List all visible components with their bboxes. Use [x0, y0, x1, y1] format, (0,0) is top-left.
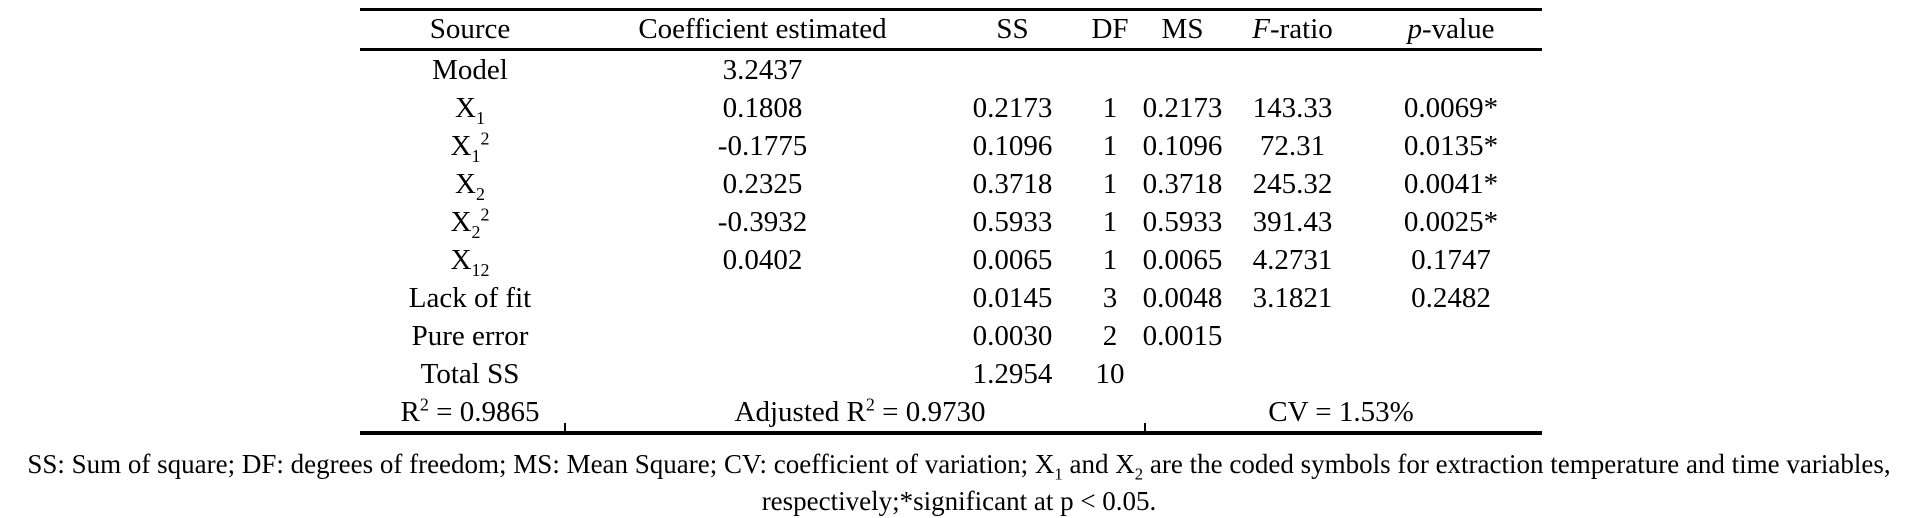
column-divider-tick [564, 423, 566, 435]
cell-p-value: 0.0069* [1403, 91, 1499, 124]
cell-f-ratio [1225, 355, 1360, 393]
table-row-x1: X1 0.1808 0.2173 1 0.2173 143.33 0.0069* [360, 89, 1542, 127]
cell-ms [1140, 355, 1225, 393]
col-header-ms: MS [1140, 8, 1225, 51]
cell-f-ratio: 245.32 [1252, 167, 1333, 200]
table-row-lack-of-fit: Lack of fit 0.0145 3 0.0048 3.1821 0.248… [360, 279, 1542, 317]
anova-table: Source Coefficient estimated SS DF MS F-… [360, 8, 1542, 435]
cell-source: Lack of fit [408, 281, 532, 314]
col-header-coefficient: Coefficient estimated [580, 8, 945, 51]
cell-ss: 0.5933 [972, 205, 1053, 238]
cell-p-value [1360, 355, 1542, 393]
cell-f-ratio [1225, 317, 1360, 355]
cell-ss: 0.3718 [972, 167, 1053, 200]
cell-ss: 0.0030 [972, 319, 1053, 352]
cell-df: 2 [1102, 319, 1118, 352]
cell-ss: 0.2173 [972, 91, 1053, 124]
cell-f-ratio: 143.33 [1252, 91, 1333, 124]
cell-p-value [1360, 317, 1542, 355]
cell-ms: 0.0015 [1142, 319, 1223, 352]
cell-ss: 0.0065 [972, 243, 1053, 276]
cell-p-value: 0.0025* [1403, 205, 1499, 238]
column-divider-tick [1144, 423, 1146, 435]
col-header-source: Source [360, 8, 580, 51]
cell-ss [945, 50, 1080, 90]
table-row-model: Model 3.2437 [360, 50, 1542, 90]
table-row-x2-squared: X22 -0.3932 0.5933 1 0.5933 391.43 0.002… [360, 203, 1542, 241]
table-row-total-ss: Total SS 1.2954 10 [360, 355, 1542, 393]
cell-p-value [1360, 50, 1542, 90]
cell-coefficient: 0.0402 [722, 243, 803, 276]
cell-coefficient: -0.1775 [717, 129, 808, 162]
cell-ms: 0.2173 [1142, 91, 1223, 124]
cell-coefficient [580, 317, 945, 355]
cell-coefficient [580, 279, 945, 317]
cell-f-ratio: 3.1821 [1252, 281, 1333, 314]
cell-coefficient: 0.2325 [722, 167, 803, 200]
summary-row: R2 = 0.9865 Adjusted R2 = 0.9730 CV = 1.… [360, 393, 1542, 435]
cell-ms: 0.3718 [1142, 167, 1223, 200]
cell-ss: 0.1096 [972, 129, 1053, 162]
cell-coefficient: -0.3932 [717, 205, 808, 238]
cell-source: Pure error [411, 319, 529, 352]
cell-df: 10 [1095, 357, 1125, 390]
cell-df [1080, 50, 1140, 90]
cell-df: 1 [1102, 167, 1118, 200]
cell-p-value: 0.2482 [1411, 281, 1491, 314]
cell-ss: 0.0145 [972, 281, 1053, 314]
cell-ms: 0.0065 [1142, 243, 1223, 276]
cell-source: X12 [450, 243, 490, 280]
cell-f-ratio: 72.31 [1259, 129, 1326, 162]
cell-df: 1 [1102, 129, 1118, 162]
cell-ms: 0.5933 [1142, 205, 1223, 238]
cell-f-ratio: 4.2731 [1252, 243, 1333, 276]
table-row-pure-error: Pure error 0.0030 2 0.0015 [360, 317, 1542, 355]
table-row-x12: X12 0.0402 0.0065 1 0.0065 4.2731 0.1747 [360, 241, 1542, 279]
cell-ms: 0.0048 [1142, 281, 1223, 314]
cell-coefficient: 3.2437 [722, 53, 803, 86]
adjusted-r2-value: Adjusted R2 = 0.9730 [580, 393, 1140, 435]
cell-source: X2 [455, 167, 485, 204]
cell-df: 1 [1102, 91, 1118, 124]
anova-table-wrap: Source Coefficient estimated SS DF MS F-… [360, 8, 1542, 435]
cell-p-value: 0.0135* [1403, 129, 1499, 162]
cv-value: CV = 1.53% [1140, 393, 1542, 435]
cell-source: X22 [450, 203, 490, 242]
cell-source: Model [432, 53, 508, 86]
cell-ms [1140, 50, 1225, 90]
col-header-p-value: p-value [1360, 8, 1542, 51]
cell-source: X12 [450, 127, 490, 166]
cell-p-value: 0.1747 [1411, 243, 1491, 276]
cell-coefficient [580, 355, 945, 393]
cell-coefficient: 0.1808 [722, 91, 803, 124]
cell-df: 3 [1102, 281, 1118, 314]
cell-source: Total SS [420, 357, 520, 390]
table-footnote: SS: Sum of square; DF: degrees of freedo… [27, 449, 1891, 516]
cell-df: 1 [1102, 205, 1118, 238]
cell-p-value: 0.0041* [1403, 167, 1499, 200]
cell-f-ratio: 391.43 [1252, 205, 1333, 238]
page: Source Coefficient estimated SS DF MS F-… [0, 8, 1918, 518]
header-row: Source Coefficient estimated SS DF MS F-… [360, 8, 1542, 51]
cell-ss: 1.2954 [972, 357, 1053, 390]
cell-source: X1 [455, 91, 485, 128]
table-row-x1-squared: X12 -0.1775 0.1096 1 0.1096 72.31 0.0135… [360, 127, 1542, 165]
table-row-x2: X2 0.2325 0.3718 1 0.3718 245.32 0.0041* [360, 165, 1542, 203]
col-header-df: DF [1080, 8, 1140, 51]
col-header-ss: SS [945, 8, 1080, 51]
cell-df: 1 [1102, 243, 1118, 276]
col-header-f-ratio: F-ratio [1225, 8, 1360, 51]
cell-f-ratio [1225, 50, 1360, 90]
r2-value: R2 = 0.9865 [360, 393, 580, 435]
cell-ms: 0.1096 [1142, 129, 1223, 162]
